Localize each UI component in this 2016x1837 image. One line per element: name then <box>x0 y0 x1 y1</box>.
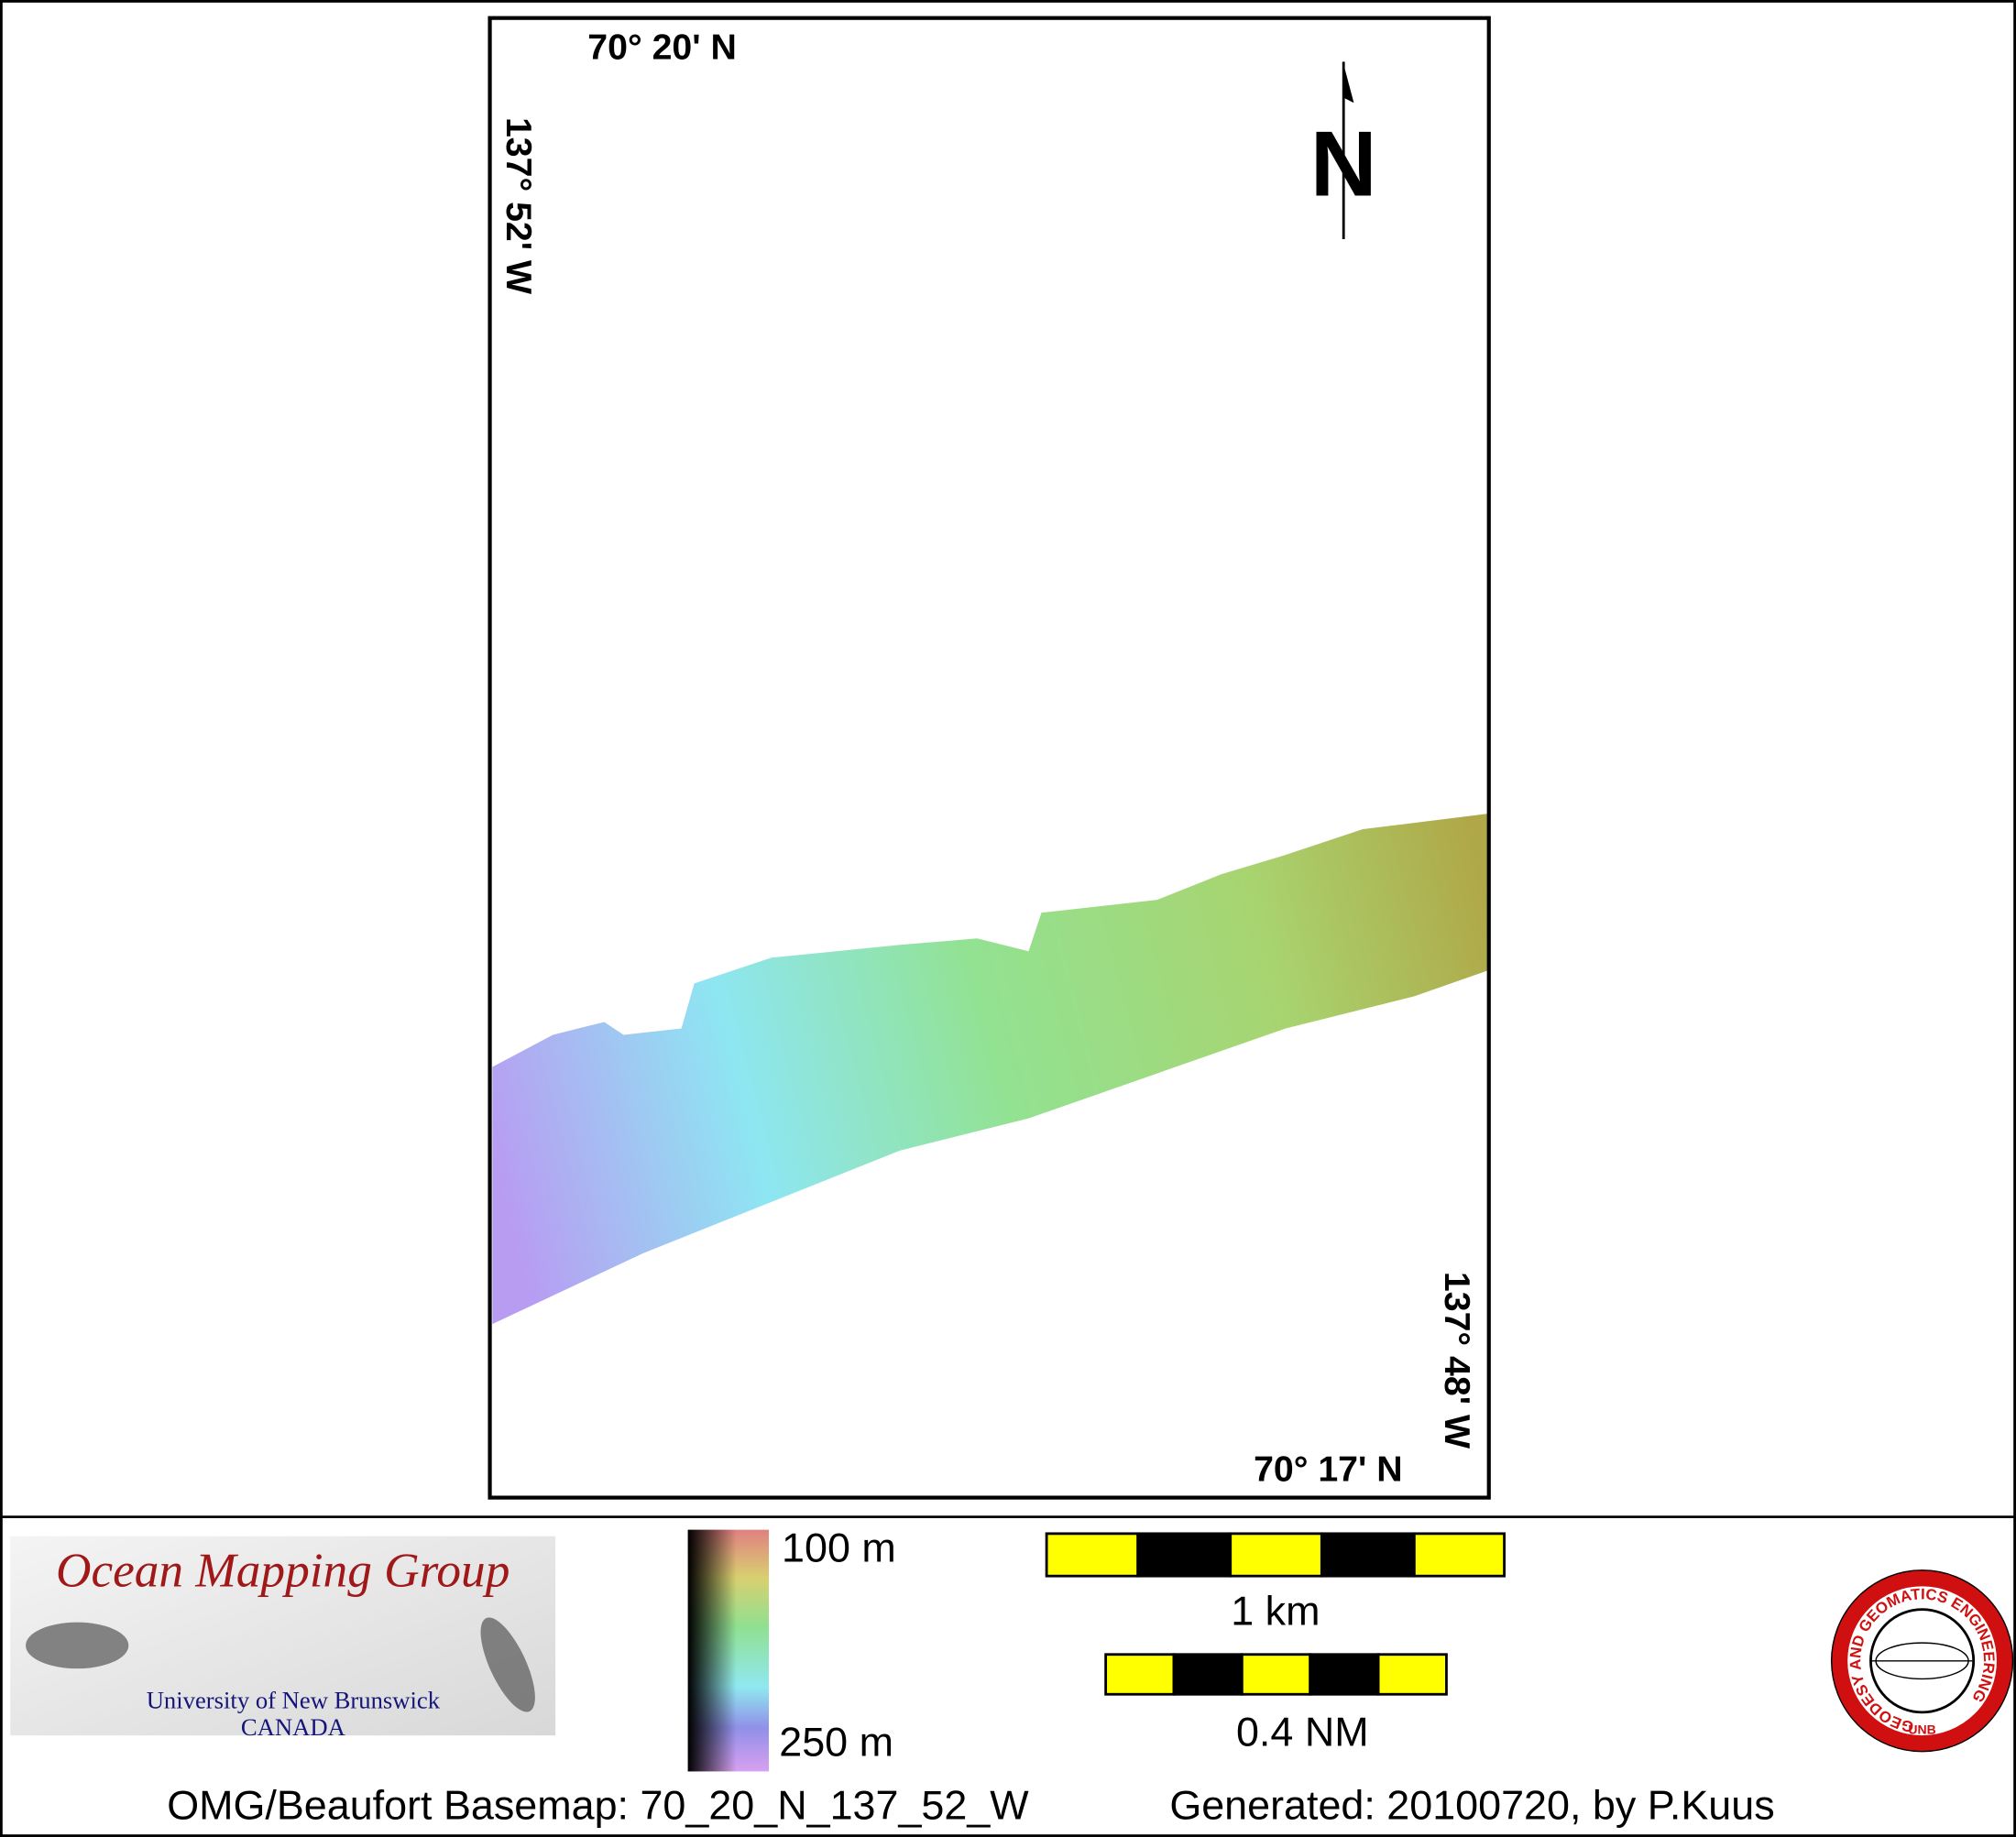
badge-center: UNB <box>1908 1722 1935 1737</box>
bathymetry <box>492 814 1488 1325</box>
logo-text: CANADA <box>241 1713 346 1741</box>
logo-title: Ocean Mapping Group <box>56 1542 509 1597</box>
logo: Ocean Mapping Group University of New Br… <box>10 1536 556 1741</box>
north-label: N <box>1310 113 1377 215</box>
logo-text: University of New Brunswick <box>147 1687 441 1714</box>
lon-label: 137° 52' W <box>499 117 539 295</box>
scale-bar-km <box>1045 1532 1506 1578</box>
scale-label: 1 km <box>1231 1587 1320 1634</box>
north-arrow: N <box>1310 61 1377 239</box>
footer-text: OMG/Beaufort Basemap: 70_20_N_137_52_W <box>167 1781 1029 1828</box>
map-frame <box>488 16 1491 1500</box>
lat-label: 70° 17' N <box>1254 1449 1403 1489</box>
scale-bar-nm <box>1104 1653 1448 1696</box>
legend-label: 250 m <box>779 1719 893 1766</box>
scale-label: 0.4 NM <box>1236 1708 1369 1755</box>
color-legend: 100 m 250 m <box>687 1525 896 1772</box>
legend-label: 100 m <box>782 1525 896 1571</box>
lon-label: 137° 48' W <box>1437 1272 1477 1449</box>
lat-label: 70° 20' N <box>587 27 737 68</box>
badge: GEODESY AND GEOMATICS ENGINEERING UNB <box>1830 1569 2014 1753</box>
footer-text: Generated: 20100720, by P.Kuus <box>1169 1781 1774 1828</box>
